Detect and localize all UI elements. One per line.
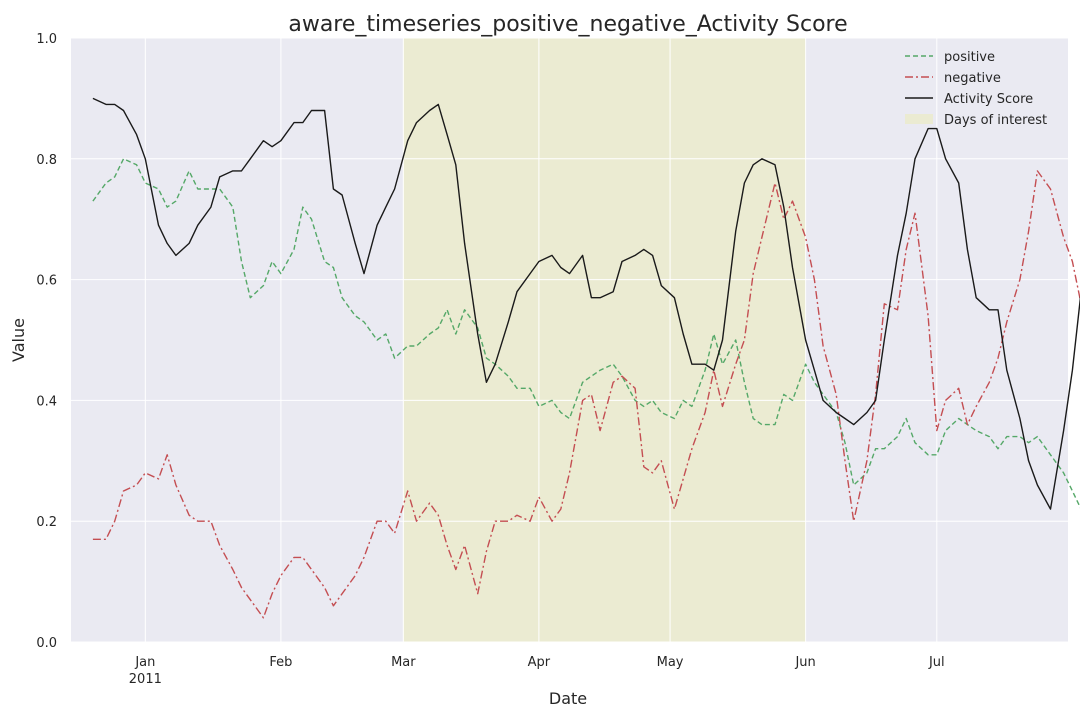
x-tick-label: Jul bbox=[928, 655, 945, 670]
x-tick-label: Mar bbox=[391, 655, 416, 670]
series-line-activity-score bbox=[92, 97, 1080, 510]
days-of-interest-span bbox=[403, 38, 806, 642]
y-tick-label: 0.8 bbox=[36, 153, 57, 168]
chart-title: aware_timeseries_positive_negative_Activ… bbox=[288, 12, 847, 37]
x-tick-label: Jun bbox=[794, 655, 815, 670]
x-tick-sublabel: 2011 bbox=[129, 672, 162, 687]
y-tick-label: 0.2 bbox=[36, 515, 57, 530]
legend-label-days-of-interest: Days of interest bbox=[944, 113, 1047, 128]
y-tick-label: 0.4 bbox=[36, 394, 57, 409]
series-line-positive bbox=[92, 158, 1080, 509]
y-axis-label: Value bbox=[9, 318, 28, 362]
x-tick-label: Apr bbox=[528, 655, 551, 670]
legend: positive negative Activity Score Days of in… bbox=[905, 50, 1047, 128]
y-tick-label: 1.0 bbox=[36, 32, 57, 47]
legend-label-positive: positive bbox=[944, 50, 995, 65]
legend-label-negative: negative bbox=[944, 71, 1001, 86]
series-line-negative bbox=[92, 170, 1080, 619]
x-tick-label: Feb bbox=[269, 655, 292, 670]
x-tick-label: May bbox=[657, 655, 684, 670]
x-tick-label: Jan bbox=[134, 655, 155, 670]
y-tick-label: 0.6 bbox=[36, 274, 57, 289]
y-tick-label: 0.0 bbox=[36, 636, 57, 651]
legend-label-activity-score: Activity Score bbox=[944, 92, 1033, 107]
x-axis-label: Date bbox=[549, 689, 587, 708]
legend-swatch-days-of-interest bbox=[905, 114, 933, 124]
